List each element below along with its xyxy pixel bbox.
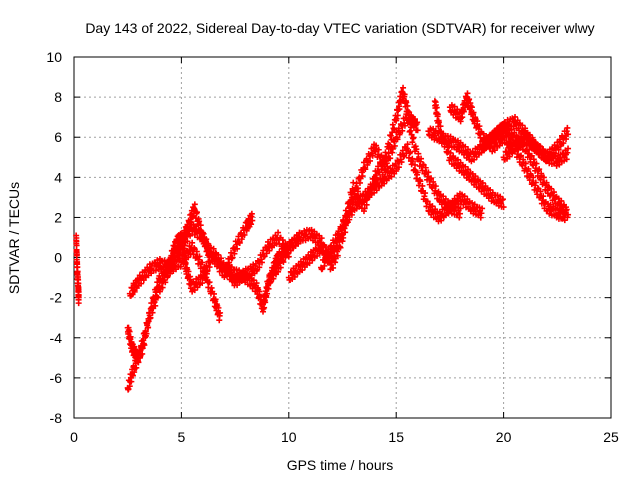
series-t9	[318, 141, 486, 273]
data-point-markers	[73, 232, 82, 307]
y-tick-label: -8	[50, 410, 63, 426]
series-t2	[124, 210, 256, 393]
y-tick-label: 0	[54, 250, 62, 266]
axis-ticks: 0 5 10 15 20 25 -8 -6 -4 -2 0 2 4 6 8 10	[46, 49, 619, 445]
x-tick-label: 15	[388, 429, 404, 445]
x-tick-label: 20	[496, 429, 512, 445]
series-t3	[124, 201, 213, 366]
chart-title: Day 143 of 2022, Sidereal Day-to-day VTE…	[85, 20, 594, 36]
x-tick-label: 25	[603, 429, 619, 445]
series-t11	[431, 98, 507, 211]
y-tick-label: 2	[54, 209, 62, 225]
data-point-markers	[431, 98, 507, 211]
data-point-markers	[124, 201, 213, 366]
data-points	[73, 84, 572, 393]
y-tick-label: 10	[46, 49, 62, 65]
series-t8	[285, 84, 421, 284]
y-tick-label: 4	[54, 169, 62, 185]
y-tick-label: -6	[50, 370, 63, 386]
y-tick-label: 8	[54, 89, 62, 105]
data-point-markers	[318, 141, 486, 273]
data-point-markers	[500, 129, 572, 169]
data-point-markers	[285, 84, 421, 284]
x-tick-label: 5	[178, 429, 186, 445]
y-tick-label: 6	[54, 129, 62, 145]
y-tick-label: -2	[50, 290, 63, 306]
x-tick-label: 10	[281, 429, 297, 445]
x-axis-label: GPS time / hours	[287, 457, 394, 473]
x-tick-label: 0	[70, 429, 78, 445]
series-t14	[500, 129, 572, 169]
series-t1	[73, 232, 82, 307]
y-axis-label: SDTVAR / TECUs	[6, 182, 22, 294]
y-tick-label: -4	[50, 330, 63, 346]
data-point-markers	[124, 210, 256, 393]
